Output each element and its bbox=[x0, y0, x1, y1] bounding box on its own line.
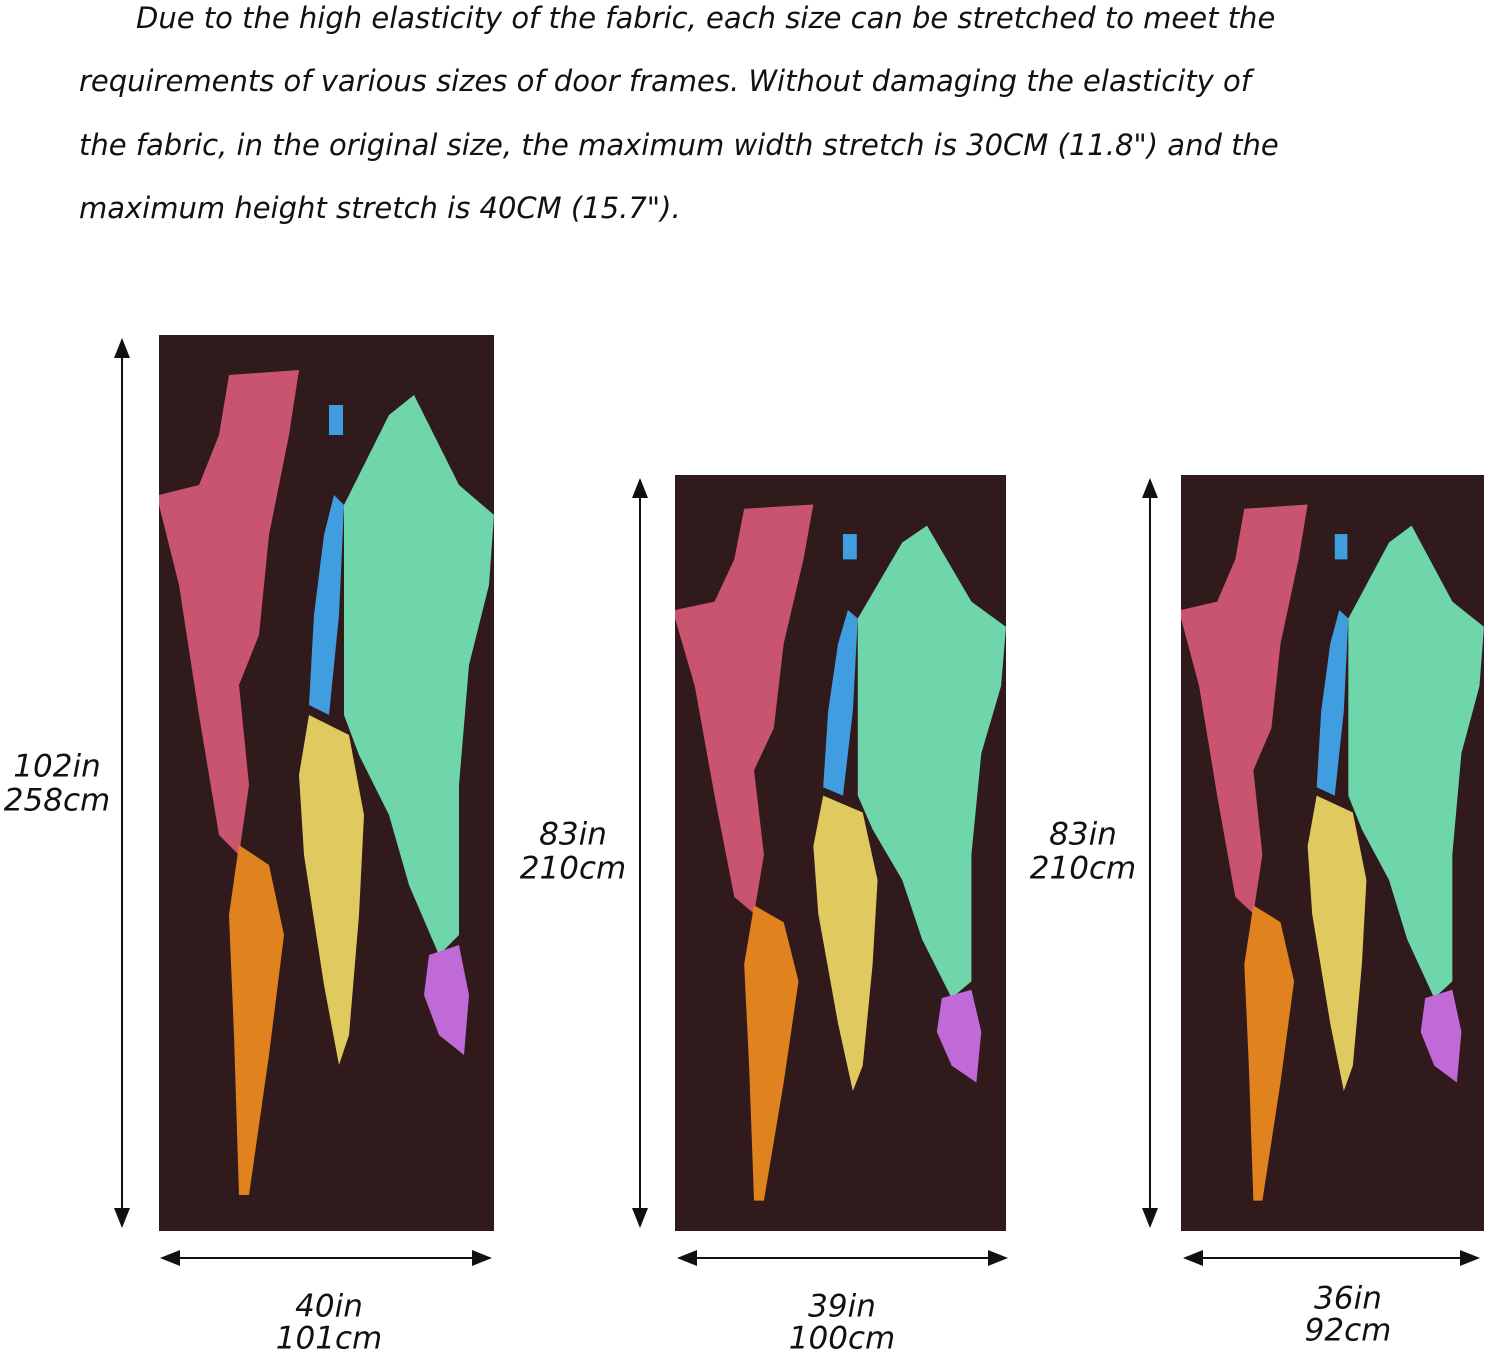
height-label: 102in bbox=[13, 749, 100, 785]
width-label: 36in bbox=[1314, 1281, 1382, 1317]
width-label: 40in bbox=[295, 1289, 363, 1325]
map-image bbox=[1181, 475, 1484, 1231]
height-label: 83in bbox=[1049, 817, 1117, 853]
width-label: 101cm bbox=[276, 1321, 382, 1357]
width-label: 92cm bbox=[1305, 1313, 1392, 1349]
description-line: requirements of various sizes of door fr… bbox=[79, 64, 1255, 98]
width-label: 100cm bbox=[789, 1321, 895, 1357]
height-label: 210cm bbox=[520, 851, 626, 887]
description-line: maximum height stretch is 40CM (15.7"). bbox=[79, 191, 681, 225]
height-label: 83in bbox=[539, 817, 607, 853]
map-image bbox=[159, 335, 494, 1231]
description-line: the fabric, in the original size, the ma… bbox=[79, 128, 1279, 162]
width-label: 39in bbox=[808, 1289, 876, 1325]
height-label: 210cm bbox=[1030, 851, 1136, 887]
map-image bbox=[675, 475, 1006, 1231]
description-line: Due to the high elasticity of the fabric… bbox=[136, 1, 1275, 35]
height-label: 258cm bbox=[4, 783, 110, 819]
